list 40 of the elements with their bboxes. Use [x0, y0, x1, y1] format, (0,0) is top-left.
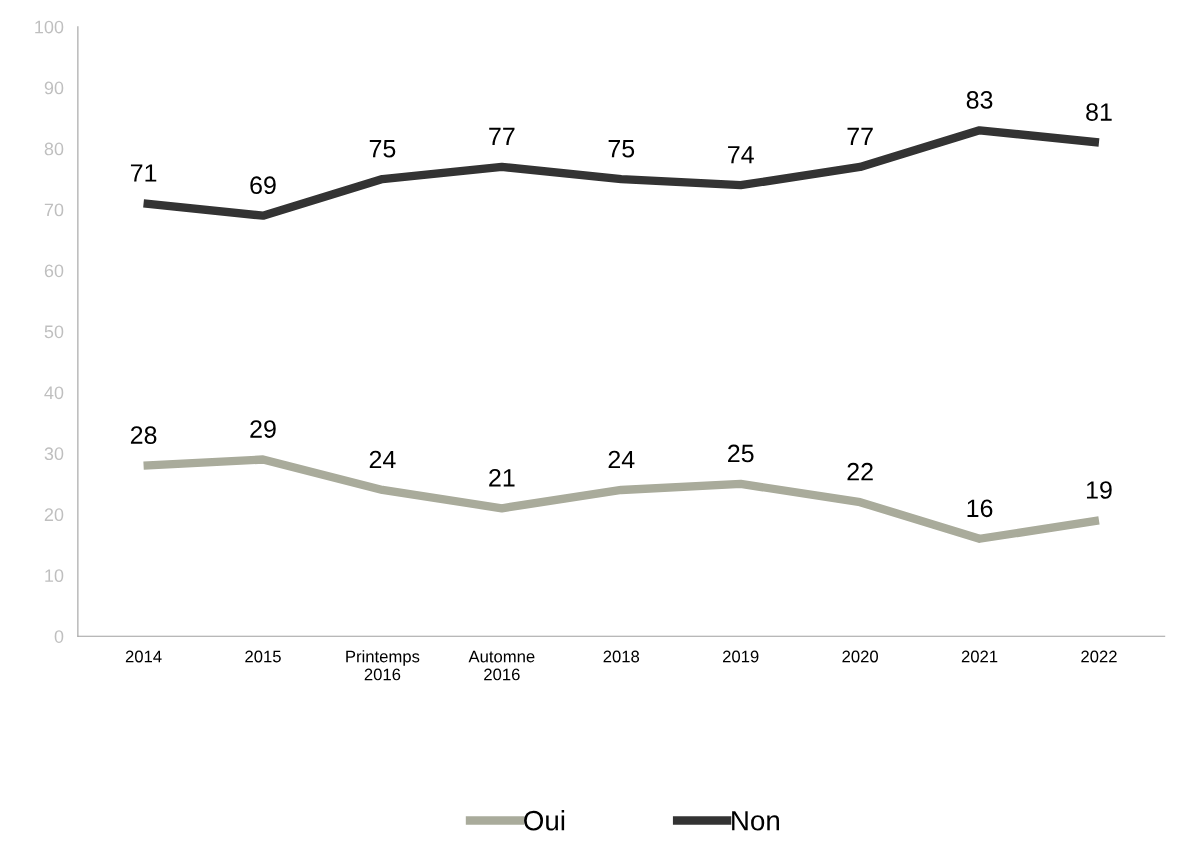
data-label: 81: [1086, 103, 1112, 121]
y-tick-label: 30: [44, 447, 64, 461]
data-label: 75: [608, 140, 635, 158]
data-label: 69: [250, 176, 276, 195]
x-tick-label: 2022: [1081, 650, 1117, 663]
data-label: 77: [847, 127, 873, 146]
data-label: 19: [1086, 481, 1112, 499]
data-label: 21: [489, 468, 515, 487]
y-tick-label: 80: [44, 142, 64, 156]
x-tick-label: 2020: [842, 650, 879, 663]
y-tick-label: 0: [54, 630, 64, 643]
y-tick-label: 50: [44, 325, 64, 339]
y-tick-label: 60: [44, 264, 64, 278]
data-label: 74: [728, 146, 754, 164]
data-label: 22: [847, 462, 873, 481]
x-tick-label: 2019: [723, 650, 759, 663]
x-tick-label: 2021: [961, 650, 998, 663]
data-label: 16: [967, 499, 993, 518]
data-label: 29: [250, 420, 276, 438]
x-tick-label: Printemps 2016: [346, 650, 420, 681]
y-tick-label: 10: [45, 569, 64, 583]
y-tick-label: 40: [44, 386, 64, 400]
data-label: 24: [369, 450, 396, 469]
data-label: 28: [130, 426, 157, 444]
legend-label: Non: [732, 811, 780, 831]
data-label: 71: [130, 164, 157, 182]
y-tick-label: 70: [44, 203, 64, 217]
data-label: 25: [728, 444, 754, 463]
y-tick-label: 100: [35, 20, 64, 34]
data-label: 24: [608, 450, 635, 469]
y-tick-label: 20: [44, 508, 64, 522]
x-tick-label: 2014: [125, 650, 162, 663]
x-tick-label: Automne 2016: [468, 650, 535, 681]
x-tick-label: 2015: [245, 650, 281, 663]
data-label: 83: [966, 91, 993, 109]
legend-label: Oui: [524, 810, 565, 831]
y-tick-label: 90: [44, 81, 64, 95]
x-tick-label: 2018: [603, 650, 640, 663]
data-label: 75: [369, 140, 396, 158]
data-label: 77: [489, 127, 515, 146]
